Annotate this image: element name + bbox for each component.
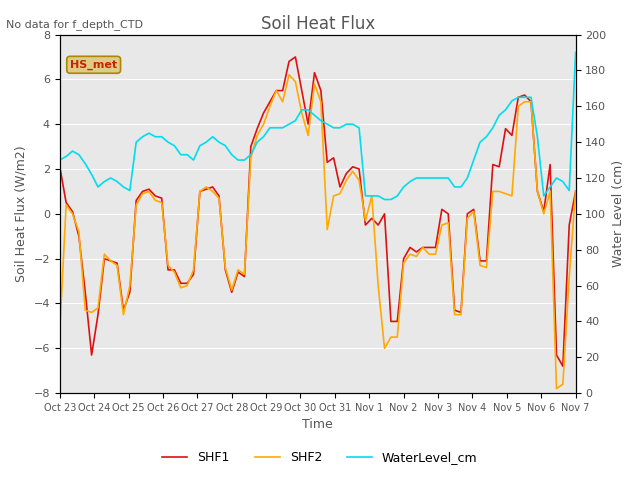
Y-axis label: Water Level (cm): Water Level (cm) xyxy=(612,160,625,267)
WaterLevel_cm xyxy=(196,143,204,149)
WaterLevel_cm xyxy=(476,139,484,145)
Line: SHF1: SHF1 xyxy=(60,57,575,366)
Line: WaterLevel_cm: WaterLevel_cm xyxy=(60,52,575,200)
X-axis label: Time: Time xyxy=(302,419,333,432)
Text: No data for f_depth_CTD: No data for f_depth_CTD xyxy=(6,19,143,30)
SHF2 xyxy=(476,263,484,268)
SHF1 xyxy=(202,186,210,192)
Legend: SHF1, SHF2, WaterLevel_cm: SHF1, SHF2, WaterLevel_cm xyxy=(157,446,483,469)
WaterLevel_cm xyxy=(177,152,184,157)
SHF2 xyxy=(56,327,63,333)
Title: Soil Heat Flux: Soil Heat Flux xyxy=(260,15,375,33)
SHF1 xyxy=(559,363,566,369)
SHF1 xyxy=(56,164,63,169)
Text: HS_met: HS_met xyxy=(70,60,117,70)
WaterLevel_cm xyxy=(202,139,210,145)
SHF1 xyxy=(292,54,300,60)
WaterLevel_cm xyxy=(298,107,306,113)
Line: SHF2: SHF2 xyxy=(60,75,575,389)
WaterLevel_cm xyxy=(56,157,63,163)
SHF2 xyxy=(304,132,312,138)
SHF1 xyxy=(177,280,184,286)
SHF2 xyxy=(553,386,561,392)
SHF2 xyxy=(177,285,184,291)
SHF1 xyxy=(463,211,471,216)
WaterLevel_cm xyxy=(572,49,579,55)
SHF2 xyxy=(572,189,579,194)
WaterLevel_cm xyxy=(463,175,471,181)
SHF1 xyxy=(196,189,204,194)
SHF2 xyxy=(202,184,210,190)
SHF2 xyxy=(285,72,293,78)
SHF1 xyxy=(572,189,579,194)
SHF2 xyxy=(463,216,471,221)
SHF2 xyxy=(196,189,204,194)
SHF1 xyxy=(476,258,484,264)
Y-axis label: Soil Heat Flux (W/m2): Soil Heat Flux (W/m2) xyxy=(15,145,28,282)
WaterLevel_cm xyxy=(381,197,388,203)
SHF1 xyxy=(304,121,312,127)
